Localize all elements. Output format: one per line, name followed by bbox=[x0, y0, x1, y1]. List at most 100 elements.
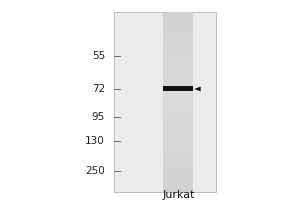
Bar bbox=[164, 59, 194, 61]
Bar bbox=[164, 62, 194, 64]
Bar bbox=[164, 53, 194, 55]
Bar bbox=[164, 169, 194, 170]
Bar bbox=[164, 113, 194, 115]
Bar bbox=[164, 97, 194, 98]
Bar bbox=[164, 145, 194, 147]
Bar bbox=[164, 107, 194, 109]
Bar bbox=[164, 23, 194, 25]
Bar bbox=[164, 44, 194, 46]
Bar bbox=[164, 116, 194, 118]
Bar bbox=[164, 21, 194, 23]
Text: Jurkat: Jurkat bbox=[162, 190, 195, 200]
Bar bbox=[164, 68, 194, 70]
Text: 130: 130 bbox=[85, 136, 105, 146]
Bar bbox=[164, 80, 194, 82]
Bar bbox=[164, 152, 194, 154]
Bar bbox=[164, 140, 194, 142]
Bar bbox=[164, 86, 194, 88]
Bar bbox=[164, 163, 194, 165]
Bar bbox=[164, 55, 194, 57]
Bar bbox=[164, 118, 194, 120]
Bar bbox=[164, 48, 194, 50]
Bar bbox=[164, 93, 194, 95]
Bar bbox=[164, 19, 194, 21]
Bar bbox=[164, 176, 194, 178]
Bar bbox=[164, 26, 194, 28]
Bar bbox=[164, 50, 194, 52]
Bar bbox=[164, 127, 194, 129]
Bar bbox=[164, 100, 194, 102]
Bar bbox=[164, 136, 194, 138]
Bar bbox=[164, 143, 194, 145]
Bar bbox=[164, 154, 194, 156]
Bar bbox=[164, 187, 194, 188]
Polygon shape bbox=[194, 87, 201, 91]
Bar bbox=[164, 124, 194, 125]
Bar bbox=[164, 134, 194, 136]
Text: 72: 72 bbox=[92, 84, 105, 94]
Bar bbox=[164, 161, 194, 163]
Bar bbox=[164, 167, 194, 169]
Bar bbox=[164, 25, 194, 26]
Bar bbox=[164, 35, 194, 37]
Bar bbox=[164, 41, 194, 43]
Bar bbox=[164, 37, 194, 39]
Bar bbox=[164, 190, 194, 192]
Bar bbox=[164, 125, 194, 127]
Bar bbox=[164, 170, 194, 172]
Bar bbox=[164, 174, 194, 176]
Bar bbox=[164, 89, 194, 91]
Bar bbox=[164, 88, 194, 89]
Bar bbox=[164, 28, 194, 30]
Bar bbox=[164, 183, 194, 185]
Bar bbox=[164, 129, 194, 131]
Bar bbox=[164, 34, 194, 35]
Bar bbox=[164, 149, 194, 151]
Bar bbox=[164, 147, 194, 149]
Bar bbox=[164, 133, 194, 134]
Bar bbox=[164, 165, 194, 167]
Bar bbox=[164, 12, 194, 14]
Bar bbox=[114, 12, 216, 192]
Bar bbox=[164, 172, 194, 174]
Bar bbox=[164, 64, 194, 66]
Bar bbox=[164, 14, 194, 16]
Bar bbox=[164, 57, 194, 59]
Bar bbox=[164, 39, 194, 41]
Bar bbox=[164, 52, 194, 53]
Bar bbox=[164, 86, 194, 91]
Bar bbox=[164, 32, 194, 34]
Bar bbox=[164, 120, 194, 122]
Bar bbox=[164, 66, 194, 68]
Bar bbox=[164, 188, 194, 190]
Bar bbox=[164, 84, 194, 86]
Bar bbox=[164, 73, 194, 75]
Text: 55: 55 bbox=[92, 51, 105, 61]
Bar bbox=[164, 82, 194, 84]
Bar bbox=[164, 61, 194, 62]
Bar bbox=[164, 131, 194, 133]
Bar bbox=[164, 98, 194, 100]
Bar bbox=[164, 16, 194, 17]
Bar bbox=[164, 95, 194, 97]
Bar bbox=[164, 109, 194, 111]
Bar bbox=[164, 17, 194, 19]
Bar bbox=[164, 102, 194, 104]
Bar bbox=[164, 111, 194, 113]
Bar bbox=[164, 79, 194, 80]
Bar bbox=[164, 160, 194, 161]
Bar bbox=[164, 30, 194, 32]
Bar bbox=[164, 179, 194, 181]
Bar bbox=[164, 46, 194, 48]
Bar bbox=[164, 77, 194, 79]
Bar bbox=[164, 142, 194, 143]
Bar bbox=[164, 151, 194, 152]
Text: 250: 250 bbox=[85, 166, 105, 176]
Bar bbox=[164, 181, 194, 183]
Bar bbox=[164, 106, 194, 107]
Bar bbox=[164, 43, 194, 44]
Bar bbox=[164, 156, 194, 158]
Bar bbox=[164, 138, 194, 140]
Text: 95: 95 bbox=[92, 112, 105, 122]
Bar bbox=[164, 185, 194, 187]
